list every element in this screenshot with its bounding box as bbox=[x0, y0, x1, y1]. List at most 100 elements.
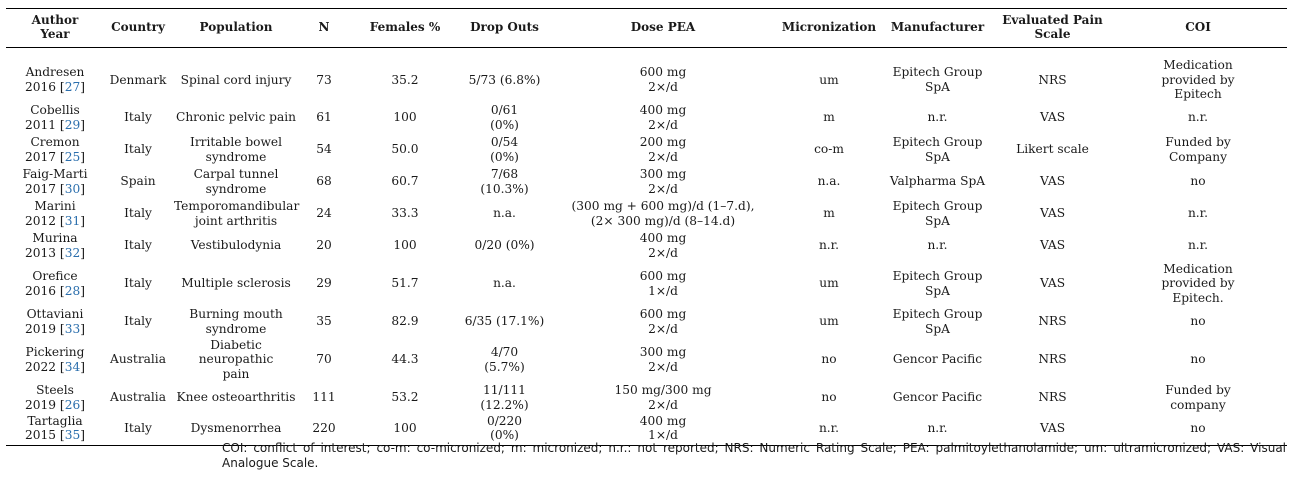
cell-manufacturer: n.r. bbox=[927, 421, 948, 436]
cell-author: Ottaviani 2019 [33] bbox=[25, 307, 85, 336]
cell-dose: 600 mg 1×/d bbox=[639, 269, 687, 298]
cell-females: 82.9 bbox=[391, 314, 419, 329]
reference-link[interactable]: 34 bbox=[64, 359, 81, 374]
author-year-text: Cobellis 2011 [ bbox=[25, 103, 80, 132]
reference-link[interactable]: 31 bbox=[64, 213, 81, 228]
cell-author: Marini 2012 [31] bbox=[25, 199, 85, 228]
reference-link[interactable]: 35 bbox=[64, 428, 81, 443]
cell-micronization: um bbox=[819, 314, 839, 329]
cell-coi: n.r. bbox=[1187, 238, 1209, 253]
cell-females: 60.7 bbox=[391, 174, 419, 189]
cell-country: Italy bbox=[124, 110, 152, 125]
author-year-text: Cremon 2017 [ bbox=[25, 135, 80, 164]
cell-dropouts: 0/61 (0%) bbox=[490, 103, 519, 132]
cell-scale: VAS bbox=[1039, 238, 1066, 253]
reference-link[interactable]: 26 bbox=[64, 397, 81, 412]
header-coi: COI bbox=[1185, 20, 1211, 34]
reference-link[interactable]: 25 bbox=[64, 149, 81, 164]
cell-dropouts: 4/70 (5.7%) bbox=[484, 345, 525, 374]
cell-author: Steels 2019 [26] bbox=[25, 382, 85, 412]
cell-country: Spain bbox=[120, 174, 156, 189]
cell-manufacturer: Epitech Group SpA bbox=[892, 307, 983, 336]
cell-dose: 600 mg 2×/d bbox=[639, 65, 687, 94]
cell-dropouts: 6/35 (17.1%) bbox=[464, 314, 545, 329]
reference-link[interactable]: 29 bbox=[64, 117, 81, 132]
cell-country: Italy bbox=[124, 142, 152, 157]
cell-coi: Medication provided by Epitech. bbox=[1161, 261, 1235, 306]
cell-n: 54 bbox=[316, 142, 332, 157]
header-pain-scale: Evaluated Pain Scale bbox=[1002, 13, 1103, 41]
reference-link[interactable]: 32 bbox=[64, 245, 81, 260]
reference-link[interactable]: 27 bbox=[64, 79, 81, 94]
cell-scale: NRS bbox=[1038, 314, 1067, 329]
cell-females: 53.2 bbox=[391, 390, 419, 405]
cell-micronization: no bbox=[821, 390, 837, 405]
cell-population: Temporomandibular joint arthritis bbox=[174, 199, 300, 228]
cell-micronization: no bbox=[821, 352, 837, 367]
cell-scale: NRS bbox=[1038, 352, 1067, 367]
cell-population: Vestibulodynia bbox=[190, 238, 282, 253]
cell-scale: VAS bbox=[1039, 110, 1066, 125]
table-row: Faig-Marti 2017 [30] Spain Carpal tunnel s… bbox=[6, 166, 1287, 198]
cell-coi: Funded by company bbox=[1165, 382, 1231, 412]
cell-coi: n.r. bbox=[1187, 110, 1209, 125]
cell-females: 50.0 bbox=[391, 142, 419, 157]
cell-scale: NRS bbox=[1038, 390, 1067, 405]
cell-dose: 600 mg 2×/d bbox=[639, 307, 687, 336]
cell-dropouts: n.a. bbox=[493, 276, 516, 291]
cell-dose: (300 mg + 600 mg)/d (1–7.d), (2× 300 mg)… bbox=[571, 199, 755, 228]
cell-dose: 300 mg 2×/d bbox=[639, 345, 687, 374]
cell-dropouts: 0/220 (0%) bbox=[486, 413, 523, 443]
cell-n: 61 bbox=[316, 110, 332, 125]
cell-coi: no bbox=[1190, 421, 1206, 436]
table-row: Steels 2019 [26] Australia Knee osteoarthr… bbox=[6, 382, 1287, 414]
cell-author: Pickering 2022 [34] bbox=[25, 345, 85, 374]
cell-author: Cobellis 2011 [29] bbox=[25, 103, 85, 132]
reference-link[interactable]: 28 bbox=[64, 283, 81, 298]
cell-manufacturer: Gencor Pacific bbox=[892, 352, 983, 367]
author-year-text: Andresen 2016 [ bbox=[25, 65, 85, 94]
cell-coi: n.r. bbox=[1187, 206, 1209, 221]
cell-population: Multiple sclerosis bbox=[181, 276, 291, 291]
table-row: Ottaviani 2019 [33] Italy Burning mouth sy… bbox=[6, 306, 1287, 338]
cell-country: Italy bbox=[124, 238, 152, 253]
cell-n: 24 bbox=[316, 206, 332, 221]
cell-dose: 150 mg/300 mg 2×/d bbox=[614, 382, 712, 412]
cell-country: Italy bbox=[124, 421, 152, 436]
author-year-text: Murina 2013 [ bbox=[25, 231, 78, 260]
cell-dose: 400 mg 2×/d bbox=[639, 231, 687, 260]
cell-dose: 200 mg 2×/d bbox=[639, 135, 687, 164]
cell-manufacturer: n.r. bbox=[927, 110, 948, 125]
cell-n: 220 bbox=[312, 421, 336, 436]
author-year-text: Steels 2019 [ bbox=[25, 382, 74, 412]
table-row: Pickering 2022 [34] Australia Diabetic neu… bbox=[6, 338, 1287, 382]
cell-coi: no bbox=[1190, 174, 1206, 189]
cell-country: Australia bbox=[110, 390, 166, 405]
cell-females: 100 bbox=[393, 110, 417, 125]
cell-n: 35 bbox=[316, 314, 332, 329]
cell-coi: Funded by Company bbox=[1165, 135, 1231, 164]
reference-link[interactable]: 33 bbox=[64, 321, 81, 336]
cell-scale: VAS bbox=[1039, 174, 1066, 189]
cell-population: Irritable bowel syndrome bbox=[190, 135, 282, 164]
cell-dose: 400 mg 1×/d bbox=[639, 413, 687, 443]
cell-author: Cremon 2017 [25] bbox=[25, 135, 85, 164]
reference-link[interactable]: 30 bbox=[64, 181, 81, 196]
table-row: Andresen 2016 [27] Denmark Spinal cord inj… bbox=[6, 48, 1287, 102]
cell-micronization: co-m bbox=[814, 142, 844, 157]
cell-n: 29 bbox=[316, 276, 332, 291]
header-row: Author Year Country Population N Females… bbox=[6, 8, 1287, 48]
cell-scale: Likert scale bbox=[1016, 142, 1089, 157]
cell-country: Denmark bbox=[109, 72, 167, 87]
cell-micronization: m bbox=[823, 206, 835, 221]
cell-micronization: n.r. bbox=[818, 238, 840, 253]
header-population: Population bbox=[199, 20, 273, 34]
cell-country: Italy bbox=[124, 276, 152, 291]
cell-author: Tartaglia 2015 [35] bbox=[25, 413, 85, 443]
cell-micronization: n.r. bbox=[818, 421, 840, 436]
cell-population: Burning mouth syndrome bbox=[189, 307, 283, 336]
cell-manufacturer: n.r. bbox=[927, 238, 948, 253]
cell-population: Dysmenorrhea bbox=[190, 421, 282, 436]
cell-micronization: um bbox=[819, 276, 839, 291]
cell-dropouts: 11/111 (12.2%) bbox=[480, 382, 529, 412]
